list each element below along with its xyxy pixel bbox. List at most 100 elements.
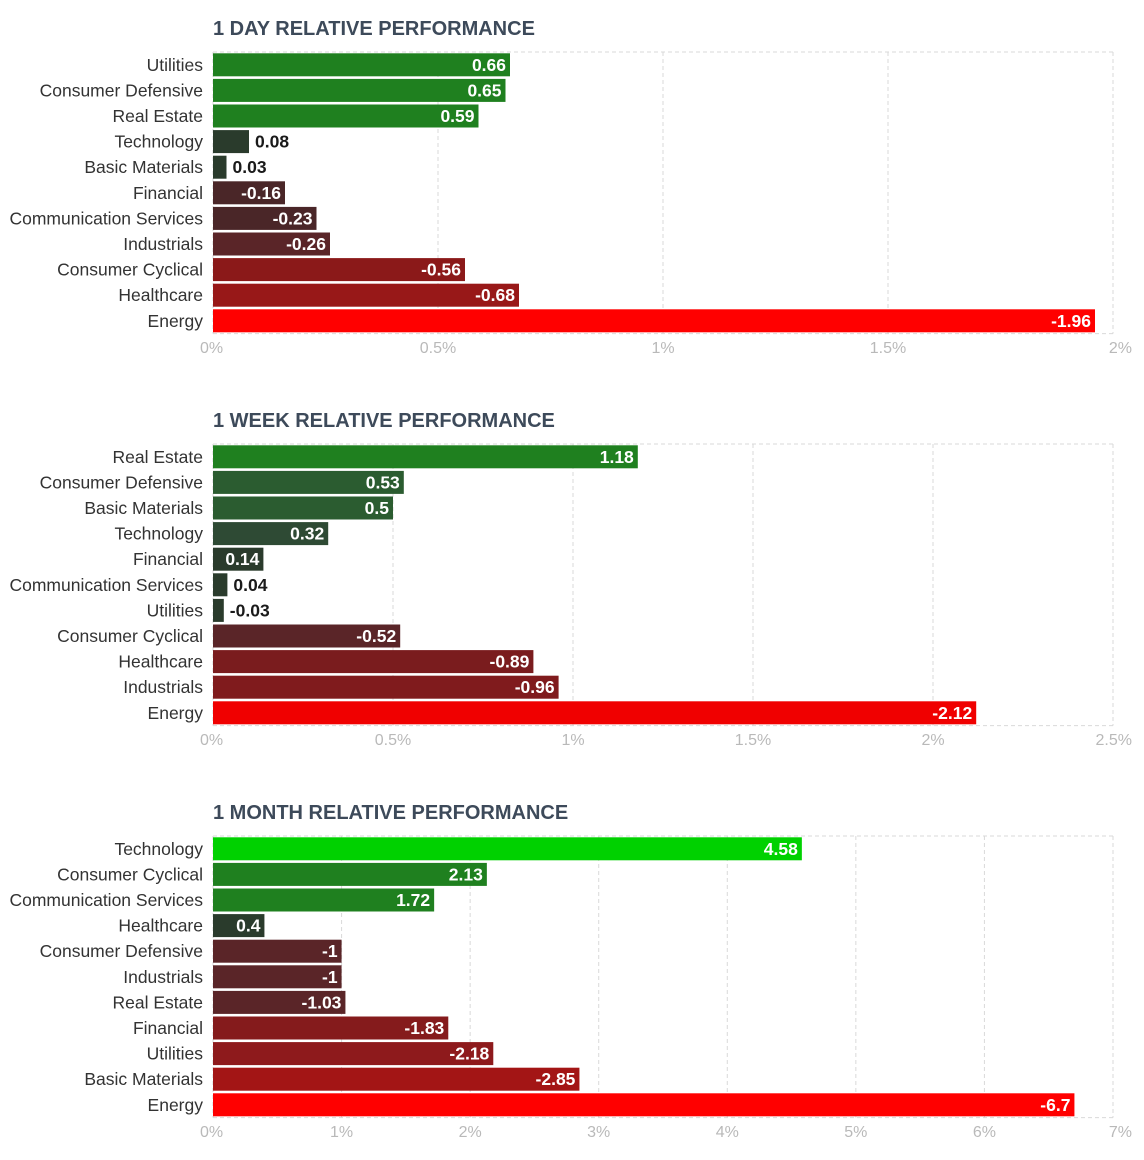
bar [213, 624, 401, 648]
category-label: Real Estate [113, 106, 203, 126]
category-label: Energy [148, 311, 204, 331]
chart-title-1-day: 1 DAY RELATIVE PERFORMANCE [213, 18, 535, 40]
value-label: -0.96 [515, 677, 555, 697]
category-label: Basic Materials [84, 157, 203, 177]
category-label: Utilities [147, 55, 204, 75]
tick-label: 1.5% [870, 340, 906, 357]
value-label: 0.53 [366, 472, 400, 492]
bar [213, 650, 534, 674]
category-label: Energy [148, 1095, 204, 1115]
value-label: -0.56 [421, 260, 461, 280]
value-label: 4.58 [764, 839, 798, 859]
bar [213, 206, 317, 230]
bar [213, 522, 329, 546]
value-label: 0.5 [365, 498, 390, 518]
value-label: 1.72 [396, 890, 430, 910]
bar [213, 470, 404, 494]
tick-label: 2% [459, 1124, 482, 1141]
category-label: Real Estate [113, 447, 203, 467]
tick-label: 0% [200, 340, 223, 357]
category-label: Technology [114, 132, 203, 152]
bar [213, 283, 519, 307]
value-label: 2.13 [449, 864, 483, 884]
tick-label: 7% [1109, 1124, 1132, 1141]
category-label: Financial [133, 549, 203, 569]
bar [213, 181, 285, 205]
category-label: Healthcare [118, 652, 203, 672]
value-label: -1 [322, 967, 338, 987]
bar [213, 573, 228, 597]
bar [213, 53, 510, 77]
value-label: 1.18 [600, 447, 634, 467]
value-label: -1.03 [302, 992, 342, 1012]
value-label: -0.03 [230, 600, 270, 620]
bar [213, 888, 435, 912]
value-label: -1.96 [1051, 311, 1091, 331]
category-label: Communication Services [9, 208, 203, 228]
bar [213, 1067, 580, 1091]
bar [213, 837, 802, 861]
category-label: Industrials [123, 234, 203, 254]
category-label: Basic Materials [84, 498, 203, 518]
value-label: 0.04 [233, 575, 267, 595]
value-label: 0.65 [467, 80, 501, 100]
bar [213, 1093, 1075, 1117]
tick-label: 0% [200, 1124, 223, 1141]
value-label: 0.08 [255, 132, 289, 152]
category-label: Utilities [147, 600, 204, 620]
category-label: Consumer Cyclical [57, 260, 203, 280]
bar [213, 965, 342, 989]
value-label: -6.7 [1040, 1095, 1070, 1115]
panel-1-day: 1 DAY RELATIVE PERFORMANCE Utilities 0.66… [0, 16, 1144, 376]
value-label: -2.85 [536, 1069, 576, 1089]
tick-label: 4% [716, 1124, 739, 1141]
bar [213, 104, 479, 128]
bar-chart-1-month: Technology 4.58 Consumer Cyclical 2.13 Commu… [9, 835, 1132, 1141]
category-label: Basic Materials [84, 1069, 203, 1089]
value-label: 0.03 [233, 157, 267, 177]
category-label: Industrials [123, 967, 203, 987]
value-label: -2.12 [932, 703, 972, 723]
tick-label: 0.5% [375, 732, 411, 749]
tick-label: 0.5% [420, 340, 456, 357]
chart-title-1-week: 1 WEEK RELATIVE PERFORMANCE [213, 410, 555, 432]
tick-label: 5% [844, 1124, 867, 1141]
value-label: -1.83 [404, 1018, 444, 1038]
value-label: -0.68 [475, 285, 515, 305]
category-label: Technology [114, 839, 203, 859]
bar [213, 78, 506, 102]
bar [213, 1016, 449, 1040]
category-label: Technology [114, 524, 203, 544]
bar [213, 598, 224, 622]
value-label: 0.4 [236, 916, 261, 936]
tick-label: 1% [651, 340, 674, 357]
category-label: Financial [133, 1018, 203, 1038]
bar [213, 675, 559, 699]
category-label: Consumer Defensive [40, 80, 203, 100]
category-label: Communication Services [9, 575, 203, 595]
bar [213, 1042, 494, 1066]
category-label: Healthcare [118, 916, 203, 936]
panel-1-week: 1 WEEK RELATIVE PERFORMANCE Real Estate 1… [0, 408, 1144, 768]
bar [213, 445, 638, 469]
category-label: Real Estate [113, 992, 203, 1012]
tick-label: 2% [1109, 340, 1132, 357]
tick-label: 2% [921, 732, 944, 749]
value-label: -0.26 [286, 234, 326, 254]
bar [213, 496, 393, 520]
category-label: Healthcare [118, 285, 203, 305]
value-label: 0.32 [290, 524, 324, 544]
category-label: Energy [148, 703, 204, 723]
category-label: Consumer Cyclical [57, 626, 203, 646]
bar [213, 914, 265, 938]
value-label: 0.59 [440, 106, 474, 126]
tick-label: 6% [973, 1124, 996, 1141]
tick-label: 1% [561, 732, 584, 749]
bar [213, 258, 465, 282]
bar [213, 701, 977, 725]
category-label: Consumer Defensive [40, 472, 203, 492]
bar-chart-1-day: Utilities 0.66 Consumer Defensive 0.65 Real … [9, 51, 1132, 357]
value-label: -0.16 [241, 183, 281, 203]
value-label: -2.18 [449, 1044, 489, 1064]
tick-label: 0% [200, 732, 223, 749]
